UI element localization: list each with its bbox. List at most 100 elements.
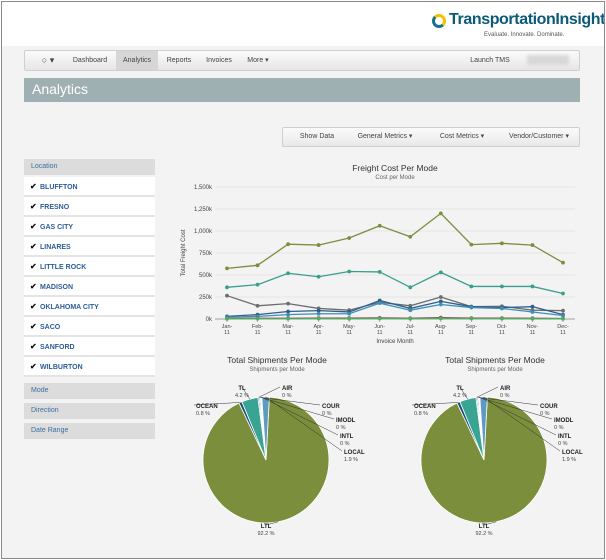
check-icon: ✔: [30, 322, 37, 331]
pie-subtitle: Shipments per Mode: [249, 367, 305, 373]
location-header[interactable]: Location: [24, 159, 155, 175]
location-item[interactable]: ✔ BLUFFTON: [24, 177, 155, 197]
data-point: [408, 234, 413, 239]
freight-cost-chart: Freight Cost Per Mode Cost per Mode 0k 250k…: [181, 163, 575, 345]
data-point: [561, 291, 565, 296]
pie-label: OCEAN: [196, 404, 218, 410]
location-item[interactable]: ✔ OKLAHOMA CITY: [24, 297, 155, 317]
pie-value-label: 0 %: [336, 425, 346, 431]
data-point: [530, 316, 535, 321]
pie-leader-line: [411, 402, 459, 406]
data-point: [377, 316, 382, 321]
data-point: [286, 316, 290, 321]
pie-label: AIR: [500, 386, 511, 392]
location-label: GAS CITY: [40, 224, 74, 231]
shipments-pie-chart: Total Shipments Per Mode Shipments per Mo…: [193, 355, 365, 537]
data-point: [561, 308, 565, 313]
user-menu[interactable]: [527, 55, 569, 65]
location-item[interactable]: ✔ SANFORD: [24, 337, 155, 357]
x-tick-label: 11: [316, 330, 322, 336]
direction-header[interactable]: Direction: [24, 403, 155, 419]
pie-label: TL: [456, 386, 464, 392]
pie-leader-line: [265, 396, 343, 452]
data-point: [225, 266, 229, 271]
y-tick-label: 500k: [199, 273, 213, 279]
nav-more[interactable]: More ▾: [247, 57, 269, 64]
check-icon: ✔: [30, 242, 37, 251]
data-point: [286, 309, 290, 314]
nav-analytics[interactable]: Analytics: [116, 51, 158, 70]
x-tick-label: Sep-: [466, 324, 478, 330]
check-icon: ✔: [30, 222, 37, 231]
y-axis-label: Total Freight Cost: [181, 229, 187, 276]
date-range-header[interactable]: Date Range: [24, 423, 155, 439]
pie-label: COUR: [540, 404, 558, 410]
data-point: [469, 284, 474, 289]
data-point: [286, 271, 290, 276]
nav-home-icon[interactable]: ○ ▾: [41, 55, 55, 65]
shipments-pie-panel-right: Total Shipments Per Mode Shipments per Mo…: [390, 352, 601, 540]
x-tick-label: 11: [224, 330, 230, 336]
data-point: [286, 312, 290, 317]
nav-reports[interactable]: Reports: [166, 57, 192, 64]
data-point: [438, 270, 443, 275]
pie-leader-line: [479, 396, 557, 436]
location-item[interactable]: ✔ WILBURTON: [24, 357, 155, 377]
x-tick-label: Mar-: [282, 324, 293, 330]
pie-value-label: 0 %: [558, 441, 568, 447]
location-item[interactable]: ✔ LINARES: [24, 237, 155, 257]
pie-title: Total Shipments Per Mode: [227, 355, 327, 365]
x-tick-label: 11: [560, 330, 566, 336]
location-label: LINARES: [40, 244, 71, 251]
data-point: [438, 299, 443, 304]
launch-tms-link[interactable]: Launch TMS: [470, 57, 510, 64]
series-line: [226, 212, 564, 270]
pie-label: COUR: [322, 404, 340, 410]
pie-value-label: 0 %: [540, 411, 550, 417]
nav-invoices[interactable]: Invoices: [206, 57, 232, 64]
check-icon: ✔: [30, 262, 37, 271]
y-tick-label: 750k: [199, 251, 213, 257]
data-point: [438, 211, 443, 216]
location-item[interactable]: ✔ MADISON: [24, 277, 155, 297]
data-point: [530, 243, 535, 247]
cost-metrics-menu[interactable]: Cost Metrics ▾: [439, 133, 485, 140]
pie-leader-line: [193, 402, 241, 406]
data-point: [377, 301, 382, 306]
data-point: [438, 316, 443, 321]
pie-label: TL: [238, 386, 246, 392]
x-tick-label: 11: [499, 330, 505, 336]
shipments-pie-chart: Total Shipments Per Mode Shipments per Mo…: [411, 355, 583, 537]
data-point: [530, 310, 535, 314]
location-label: MADISON: [40, 284, 74, 291]
location-item[interactable]: ✔ LITTLE ROCK: [24, 257, 155, 277]
logo-name: TransportationInsight: [449, 11, 605, 28]
location-item[interactable]: ✔ GAS CITY: [24, 217, 155, 237]
x-tick-label: Jan-: [222, 324, 233, 330]
chart-title: Freight Cost Per Mode: [352, 163, 438, 173]
pie-leader-line: [261, 396, 339, 436]
series-line: [226, 295, 564, 312]
vendor-customer-menu[interactable]: Vendor/Customer ▾: [509, 133, 569, 140]
location-item[interactable]: ✔ FRESNO: [24, 197, 155, 217]
pie-label: LOCAL: [562, 450, 583, 456]
data-point: [408, 308, 413, 313]
show-data-button[interactable]: Show Data: [299, 133, 335, 140]
general-metrics-menu[interactable]: General Metrics ▾: [357, 133, 413, 140]
pie-label: LTL: [261, 524, 272, 530]
x-tick-label: 11: [438, 330, 444, 336]
pie-leader-line: [483, 521, 497, 526]
data-point: [561, 313, 565, 318]
data-point: [377, 223, 382, 228]
data-point: [500, 241, 504, 246]
data-point: [500, 316, 504, 321]
data-point: [408, 285, 413, 290]
data-point: [347, 269, 352, 274]
nav-dashboard[interactable]: Dashboard: [72, 57, 108, 64]
pie-leader-line: [258, 386, 281, 398]
location-item[interactable]: ✔ SACO: [24, 317, 155, 337]
mode-header[interactable]: Mode: [24, 383, 155, 399]
y-tick-label: 1,500k: [194, 185, 213, 191]
filter-sidebar: Location ✔ BLUFFTON ✔ FRESNO ✔ GAS CITY ✔ LI…: [24, 159, 155, 441]
